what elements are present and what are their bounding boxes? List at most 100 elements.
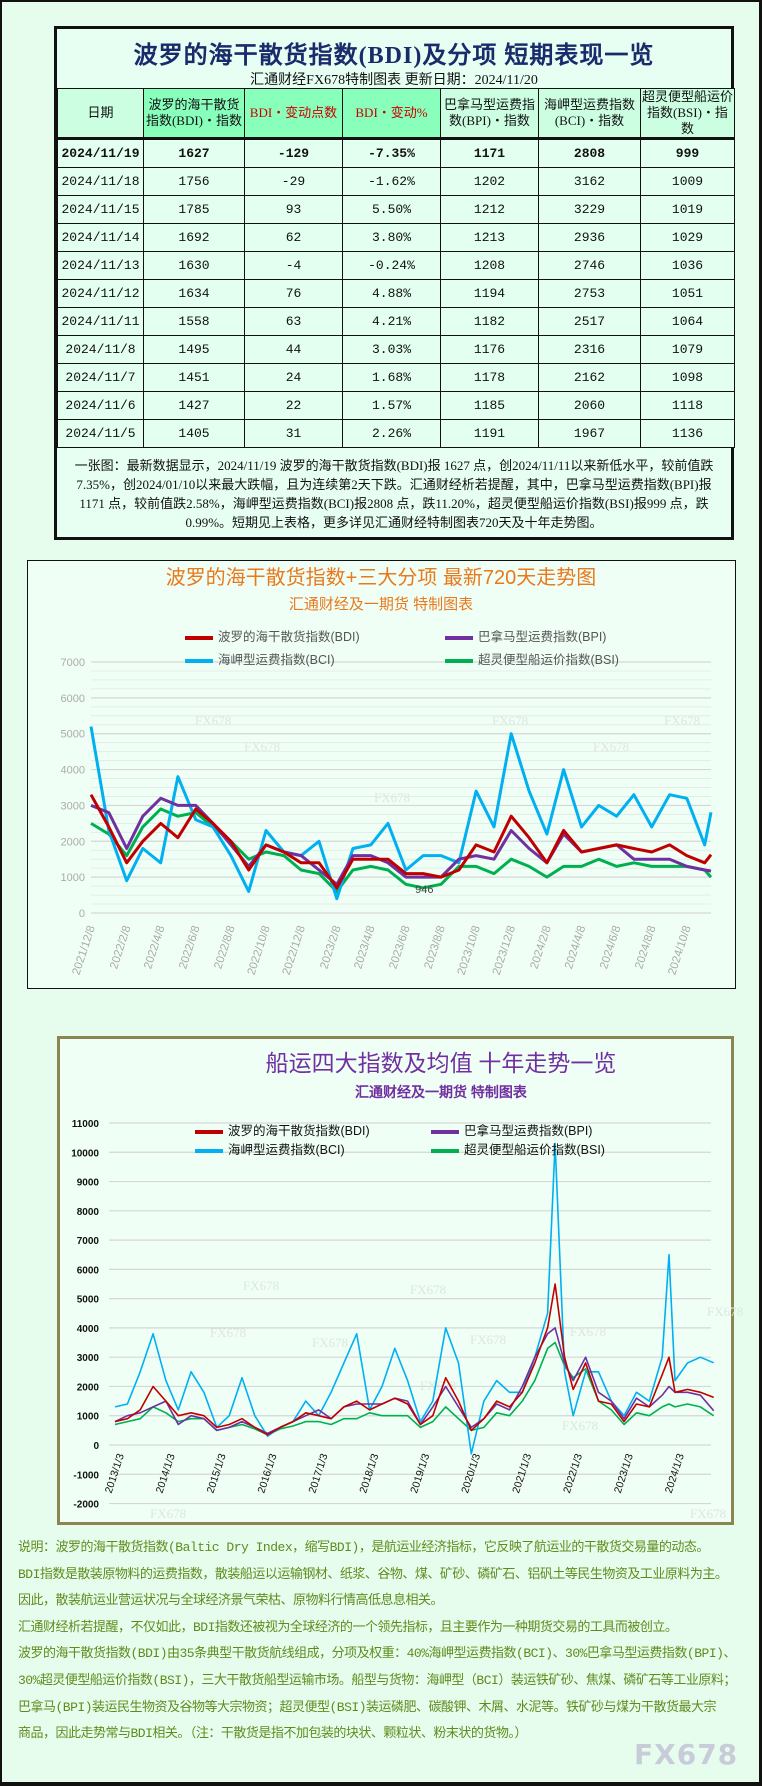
cell-bci: 3229 — [538, 195, 641, 224]
y-tick-label: -1000 — [73, 1470, 99, 1481]
x-tick-label: 2017/1/3 — [306, 1452, 330, 1495]
y-tick-label: 10000 — [71, 1148, 99, 1159]
cell-bpi: 1176 — [440, 335, 539, 364]
legend-swatch — [445, 658, 473, 663]
x-tick-label: 2023/1/3 — [612, 1452, 636, 1495]
x-tick-label: 2023/8/8 — [423, 924, 448, 970]
cell-bdi: 1558 — [143, 307, 245, 336]
x-tick-label: 2020/1/3 — [459, 1452, 483, 1495]
cell-bdi-pct: 5.50% — [342, 195, 441, 224]
watermark-text: FX678 — [244, 739, 280, 754]
watermark-text: FX678 — [492, 713, 528, 728]
cell-date: 2024/11/15 — [57, 195, 144, 224]
series-line-bpi — [114, 1327, 715, 1435]
cell-bci: 2517 — [538, 307, 641, 336]
data-label: 946 — [415, 884, 433, 896]
cell-bsi: 1079 — [640, 335, 735, 364]
x-tick-label: 2019/1/3 — [408, 1452, 432, 1495]
legend-swatch — [431, 1129, 459, 1134]
cell-date: 2024/11/6 — [57, 391, 144, 420]
note-line: BDI指数是散装原物料的运费指数，散装船运以运输钢材、纸浆、谷物、煤、矿砂、磷矿… — [18, 1566, 728, 1582]
cell-bpi: 1182 — [440, 307, 539, 336]
legend-item-bpi: 巴拿马型运费指数(BPI) — [431, 1124, 592, 1139]
cell-bci: 2753 — [538, 279, 641, 308]
cell-bci: 2162 — [538, 363, 641, 392]
y-tick-label: 2000 — [77, 1382, 100, 1393]
legend-swatch — [195, 1129, 223, 1134]
series-line-bci — [114, 1142, 715, 1455]
cell-date: 2024/11/12 — [57, 279, 144, 308]
cell-bdi-change: 76 — [244, 279, 343, 308]
y-tick-label: 1000 — [61, 872, 85, 884]
y-tick-label: 0 — [79, 908, 85, 920]
x-tick-label: 2022/6/8 — [177, 924, 202, 970]
cell-bsi: 1118 — [640, 391, 735, 420]
legend-swatch — [185, 635, 213, 640]
note-line: 巴拿马(BPI)装运民生物资及谷物等大宗物资；超灵便型(BSI)装运磷肥、碳酸钾… — [18, 1699, 717, 1715]
watermark-text: FX678 — [312, 1335, 348, 1350]
legend-item-bci: 海岬型运费指数(BCI) — [185, 653, 335, 668]
cell-bsi: 1051 — [640, 279, 735, 308]
cell-bci: 1967 — [538, 419, 641, 448]
watermark-text: FX678 — [210, 1325, 246, 1340]
legend-item-bpi: 巴拿马型运费指数(BPI) — [445, 630, 606, 645]
cell-bsi: 1019 — [640, 195, 735, 224]
note-line: 说明：波罗的海干散货指数(Baltic Dry Index，缩写BDI)，是航运… — [18, 1540, 709, 1555]
cell-bdi-pct: -0.24% — [342, 251, 441, 280]
watermark-text: FX678 — [150, 1506, 186, 1521]
cell-bdi-change: 62 — [244, 223, 343, 252]
x-tick-label: 2022/12/8 — [281, 924, 308, 976]
watermark-text: FX678 — [570, 1324, 606, 1339]
legend-label: 海岬型运费指数(BCI) — [228, 1143, 345, 1157]
y-tick-label: 4000 — [77, 1324, 100, 1335]
cell-bpi: 1178 — [440, 363, 539, 392]
y-tick-label: 5000 — [77, 1295, 100, 1306]
y-tick-label: 8000 — [77, 1207, 100, 1218]
chart-720-day — [27, 560, 736, 989]
cell-bci: 2936 — [538, 223, 641, 252]
legend-item-bci: 海岬型运费指数(BCI) — [195, 1143, 345, 1158]
chart-ten-year — [57, 1036, 734, 1525]
chart1-subtitle: 汇通财经及一期货 特制图表 — [288, 596, 474, 613]
legend-item-bdi: 波罗的海干散货指数(BDI) — [185, 630, 360, 645]
x-tick-label: 2024/1/3 — [663, 1452, 687, 1495]
cell-bdi-pct: 4.21% — [342, 307, 441, 336]
cell-bdi-change: -29 — [244, 167, 343, 196]
col-header-bdi-change: BDI・变动点数 — [244, 88, 343, 139]
table-title: 波罗的海干散货指数(BDI)及分项 短期表现一览 — [133, 43, 655, 69]
cell-bsi: 999 — [640, 137, 735, 168]
x-tick-label: 2024/6/8 — [598, 924, 623, 970]
col-header-bci: 海岬型运费指数(BCI)・指数 — [538, 88, 641, 139]
x-tick-label: 2018/1/3 — [357, 1452, 381, 1495]
legend-swatch — [185, 658, 213, 663]
col-header-bsi: 超灵便型船运价指数(BSI)・指数 — [640, 88, 735, 139]
table-subtitle: 汇通财经FX678特制图表 更新日期：2024/11/20 — [250, 73, 538, 88]
fx678-logo: FX678 — [634, 1738, 739, 1771]
x-tick-label: 2014/1/3 — [154, 1452, 178, 1495]
cell-date: 2024/11/5 — [57, 419, 144, 448]
cell-bdi-change: 63 — [244, 307, 343, 336]
y-tick-label: 4000 — [61, 765, 85, 777]
cell-bdi-change: -4 — [244, 251, 343, 280]
note-line: 波罗的海干散货指数(BDI)由35条典型干散货航线组成，分项及权重：40%海岬型… — [18, 1646, 736, 1662]
legend-label: 波罗的海干散货指数(BDI) — [218, 630, 360, 644]
cell-date: 2024/11/14 — [57, 223, 144, 252]
cell-bdi-pct: 3.80% — [342, 223, 441, 252]
x-tick-label: 2023/2/8 — [318, 924, 343, 970]
legend-label: 超灵便型船运价指数(BSI) — [464, 1143, 605, 1157]
x-tick-label: 2024/4/8 — [563, 924, 588, 970]
cell-bsi: 1136 — [640, 419, 735, 448]
x-tick-label: 2022/2/8 — [108, 924, 133, 970]
cell-bsi: 1064 — [640, 307, 735, 336]
chart2-subtitle: 汇通财经及一期货 特制图表 — [355, 1084, 527, 1100]
y-tick-label: 1000 — [77, 1412, 100, 1423]
x-tick-label: 2021/12/8 — [71, 924, 98, 976]
note-line: 因此，散装航运业营运状况与全球经济景气荣枯、原物料行情高低息息相关。 — [18, 1593, 444, 1609]
x-tick-label: 2023/6/8 — [388, 924, 413, 970]
legend-swatch — [445, 635, 473, 640]
y-tick-label: 7000 — [77, 1236, 100, 1247]
cell-bci: 2060 — [538, 391, 641, 420]
table-row: 2024/11/19 1627 -129 -7.35% 1171 2808 999 — [57, 137, 735, 168]
cell-date: 2024/11/11 — [57, 307, 144, 336]
cell-date: 2024/11/8 — [57, 335, 144, 364]
